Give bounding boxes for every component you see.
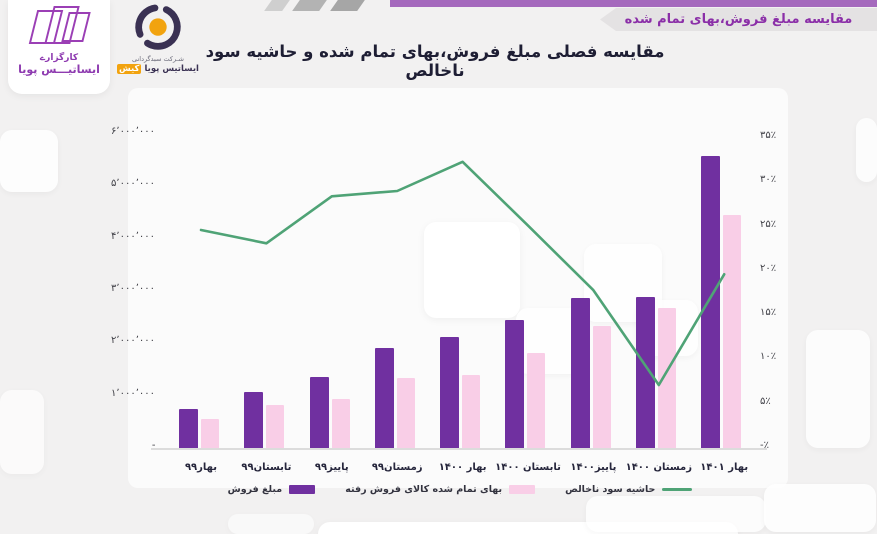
category-label: پاییز۱۴۰۰: [570, 462, 617, 473]
sales-bar: [374, 348, 394, 449]
left-axis-tick-label: ۱٬۰۰۰٬۰۰۰: [111, 387, 155, 399]
right-axis-tick-label: ۵٪: [760, 395, 771, 407]
category-label: تابستان ۱۴۰۰: [495, 462, 561, 473]
left-axis-tick-label: ۲٬۰۰۰٬۰۰۰: [111, 335, 155, 347]
background-tile: [806, 330, 870, 448]
cogs-bar: [527, 353, 546, 449]
legend-line-swatch: [662, 488, 693, 491]
slash-decoration-icon: [264, 0, 290, 11]
sales-bar: [570, 298, 590, 449]
company-logo-line1: شـرکت سبدگردانی: [132, 55, 184, 63]
x-axis-line: [151, 448, 767, 450]
right-axis-tick-label: ۳۵٪: [760, 130, 777, 141]
slash-decoration-icon: [330, 0, 365, 11]
header-accent-bar: [390, 0, 877, 7]
right-axis-tick-label: ۱۵٪: [760, 307, 777, 319]
bar-group: [179, 409, 219, 449]
right-axis-tick-label: -٪: [760, 440, 769, 452]
category-label: بهار۹۹: [184, 462, 218, 473]
right-axis-tick-label: ۱۰٪: [760, 351, 777, 363]
legend-bar-swatch: [509, 485, 536, 494]
cogs-bar: [592, 326, 611, 449]
company-logo: شـرکت سبدگردانی ایساتیس پویا کیش: [112, 0, 204, 84]
background-tile: [856, 118, 877, 182]
category-label: زمستان ۱۴۰۰: [625, 462, 692, 473]
bar-group: [505, 320, 546, 449]
sales-bar: [635, 297, 655, 449]
legend-item: بهای تمام شده کالای فروش رفته: [345, 484, 536, 495]
sales-bar: [440, 337, 459, 449]
right-axis-tick-label: ۲۰٪: [760, 262, 777, 274]
left-axis-tick-label: ۳٬۰۰۰٬۰۰۰: [111, 282, 155, 294]
legend-item: حاشیه سود ناخالص: [565, 484, 693, 495]
sales-bar: [244, 392, 264, 449]
legend-label: بهای تمام شده کالای فروش رفته: [345, 484, 503, 495]
brokerage-logo-line1: کارگزارے: [39, 53, 79, 63]
background-tile: [764, 484, 876, 532]
cogs-bar: [462, 375, 480, 449]
category-label: تابستان۹۹: [241, 462, 292, 473]
background-tile: [0, 130, 58, 192]
cogs-bar: [266, 405, 285, 449]
slash-decoration-icon: [292, 0, 327, 11]
ribbon-label: مقایسه مبلغ فروش،بهای تمام شده: [624, 12, 853, 27]
brokerage-logo-line2: ایساتیـــس پویا: [18, 62, 100, 76]
legend-label: حاشیه سود ناخالص: [565, 484, 656, 495]
company-logo-icon: [135, 4, 181, 50]
bar-group: [374, 348, 415, 449]
cogs-bar: [331, 399, 350, 449]
section-ribbon: مقایسه مبلغ فروش،بهای تمام شده: [600, 8, 877, 31]
category-label: پاییز۹۹: [314, 462, 349, 473]
sales-bar: [701, 156, 720, 449]
cogs-bar: [201, 419, 219, 449]
cogs-bar: [657, 308, 676, 449]
right-axis-tick-label: ۳۰٪: [760, 174, 777, 186]
sales-bar: [309, 377, 329, 449]
category-label: زمستان۹۹: [371, 462, 423, 473]
background-tile: [0, 390, 44, 474]
bar-group: [701, 156, 741, 449]
legend-item: مبلغ فروش: [228, 484, 316, 495]
company-logo-highlight: کیش: [117, 63, 142, 74]
sales-bar: [505, 320, 525, 449]
bar-series: [165, 133, 755, 449]
right-axis-tick-label: ۲۵٪: [760, 218, 777, 230]
bar-group: [570, 298, 611, 449]
background-tile: [228, 514, 314, 534]
left-axis-tick-label: -: [151, 439, 156, 451]
company-logo-line2: ایساتیس پویا کیش: [117, 63, 199, 74]
plot-area: [151, 133, 767, 450]
background-tile: [424, 222, 520, 318]
cogs-bar: [723, 215, 741, 449]
left-axis-tick-label: ۶٬۰۰۰٬۰۰۰: [111, 126, 155, 137]
margin-line-series: [199, 160, 726, 387]
category-label: بهار ۱۴۰۰: [438, 462, 487, 473]
brokerage-logo: کارگزارے ایساتیـــس پویا: [8, 0, 110, 94]
background-tile: [586, 496, 766, 532]
legend-label: مبلغ فروش: [227, 484, 283, 495]
bar-group: [244, 392, 285, 449]
left-axis-tick-label: ۴٬۰۰۰٬۰۰۰: [111, 230, 155, 242]
bar-group: [635, 297, 676, 449]
chart-title: مقایسه فصلی مبلغ فروش،بهای تمام شده و حا…: [205, 42, 665, 80]
cogs-bar: [396, 378, 415, 449]
bar-group: [309, 377, 350, 449]
bar-group: [440, 337, 480, 449]
category-label: بهار ۱۴۰۱: [700, 462, 749, 473]
left-axis-tick-label: ۵٬۰۰۰٬۰۰۰: [111, 178, 155, 190]
legend-bar-swatch: [289, 485, 316, 494]
brokerage-logo-icon: [27, 6, 91, 50]
chart-legend: مبلغ فروش بهای تمام شده کالای فروش رفته حا…: [165, 484, 755, 495]
sales-bar: [179, 409, 198, 449]
